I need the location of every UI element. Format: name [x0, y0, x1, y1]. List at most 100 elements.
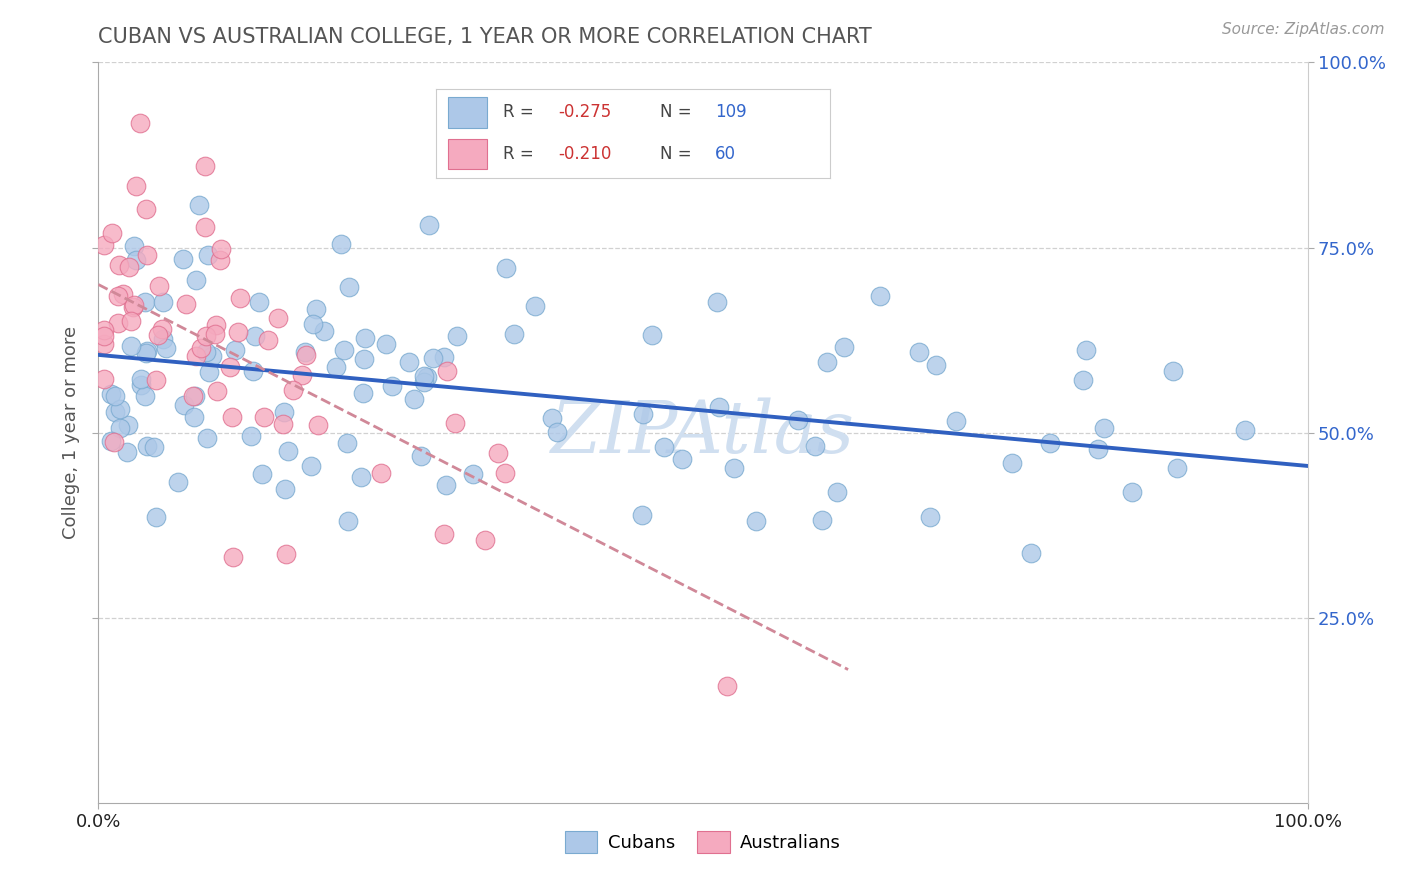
Point [226, 325, 249, 339]
Point [152, 332, 174, 346]
Point [145, 373, 167, 387]
Point [108, 258, 131, 272]
Text: CUBAN VS AUSTRALIAN COLLEGE, 1 YEAR OR MORE CORRELATION CHART: CUBAN VS AUSTRALIAN COLLEGE, 1 YEAR OR M… [98, 27, 872, 47]
Point [150, 322, 173, 336]
Point [219, 360, 242, 375]
Point [412, 369, 434, 384]
Point [337, 280, 360, 294]
Point [194, 159, 217, 173]
Point [204, 326, 226, 341]
Point [253, 410, 276, 425]
Point [295, 348, 318, 362]
Point [433, 527, 456, 541]
Point [1087, 442, 1109, 456]
Point [330, 236, 353, 251]
Point [494, 467, 516, 481]
Point [190, 342, 212, 356]
Point [142, 440, 165, 454]
Point [135, 248, 157, 262]
Point [194, 219, 217, 234]
Point [167, 475, 190, 489]
Point [1121, 485, 1143, 500]
Text: N =: N = [661, 103, 697, 121]
Point [174, 297, 197, 311]
Point [209, 253, 232, 268]
Point [908, 345, 931, 359]
Point [671, 451, 693, 466]
Point [181, 389, 204, 403]
Point [108, 402, 131, 417]
Point [93, 336, 115, 351]
Y-axis label: College, 1 year or more: College, 1 year or more [62, 326, 80, 539]
Point [277, 443, 299, 458]
Point [120, 314, 142, 328]
Point [135, 202, 157, 217]
Point [353, 351, 375, 366]
Text: -0.275: -0.275 [558, 103, 612, 121]
Point [815, 355, 838, 369]
Point [247, 295, 270, 310]
Point [195, 431, 218, 445]
Point [252, 467, 274, 482]
Point [495, 261, 517, 276]
Point [283, 384, 305, 398]
Point [474, 533, 496, 547]
Point [198, 365, 221, 379]
Point [745, 515, 768, 529]
Point [631, 407, 654, 421]
Point [412, 375, 434, 389]
Point [374, 336, 396, 351]
Point [312, 324, 335, 338]
Point [422, 351, 444, 365]
Point [125, 179, 148, 194]
Point [134, 389, 156, 403]
Point [1161, 364, 1184, 378]
Point [291, 368, 314, 382]
Point [129, 371, 152, 385]
Text: R =: R = [503, 103, 538, 121]
Point [107, 289, 129, 303]
Text: 109: 109 [716, 103, 747, 121]
Point [1094, 421, 1116, 435]
Point [173, 398, 195, 412]
Point [486, 446, 509, 460]
Point [101, 226, 124, 240]
Point [832, 340, 855, 354]
Point [811, 513, 834, 527]
Point [195, 345, 218, 359]
Point [122, 298, 145, 312]
Point [1166, 460, 1188, 475]
Point [352, 385, 374, 400]
Point [201, 349, 224, 363]
Point [118, 260, 141, 275]
Point [370, 466, 392, 480]
Point [104, 389, 127, 403]
Point [267, 311, 290, 326]
Text: 60: 60 [716, 145, 737, 163]
Point [117, 417, 139, 432]
Point [184, 350, 207, 364]
Point [641, 327, 664, 342]
Point [825, 485, 848, 500]
Point [129, 116, 152, 130]
Point [107, 316, 129, 330]
Point [436, 364, 458, 378]
Point [125, 252, 148, 267]
Point [93, 329, 115, 343]
Point [93, 238, 115, 252]
Point [918, 509, 941, 524]
Point [242, 364, 264, 378]
Point [145, 510, 167, 524]
Point [353, 331, 375, 345]
Point [100, 387, 122, 401]
Point [136, 343, 159, 358]
Point [115, 444, 138, 458]
Point [299, 458, 322, 473]
Text: Source: ZipAtlas.com: Source: ZipAtlas.com [1222, 22, 1385, 37]
Point [104, 405, 127, 419]
Point [803, 439, 825, 453]
Point [1019, 546, 1042, 560]
Point [204, 318, 226, 333]
Point [152, 294, 174, 309]
Legend: Cubans, Australians: Cubans, Australians [558, 824, 848, 861]
